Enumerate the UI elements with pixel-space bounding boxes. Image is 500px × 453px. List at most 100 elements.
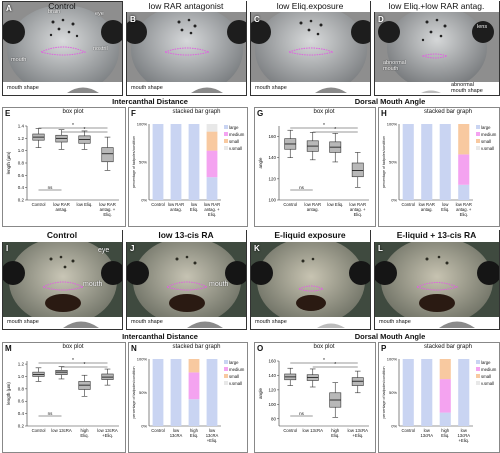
legend-swatch-2 xyxy=(476,139,480,143)
panel-l-photo: L mouth shape xyxy=(374,230,500,330)
x-tick-label: low RAR xyxy=(419,202,435,207)
x-tick-label: Control xyxy=(283,428,297,433)
x-tick-label: low xyxy=(461,428,468,433)
panel-d-photo: D lens abnormal mouth abnormal mouth sha… xyxy=(374,1,500,96)
y-tick-label: 1.2 xyxy=(18,362,25,367)
panel-b-photo: B mouth shape xyxy=(126,1,247,96)
panel-l-title: E-liquid + 13-cis RA xyxy=(374,230,499,242)
panel-letter: N xyxy=(131,344,137,353)
significance-star: * xyxy=(334,362,336,368)
legend-label: large xyxy=(481,360,491,365)
x-tick-label: low xyxy=(424,428,431,433)
x-tick-label: +Eliq. xyxy=(102,433,113,438)
legend-label: large xyxy=(229,360,239,365)
x-tick-label: high xyxy=(441,428,450,433)
x-tick-label: low xyxy=(442,202,449,207)
y-tick-label: 140 xyxy=(268,155,276,160)
legend-swatch-0 xyxy=(224,360,228,364)
legend-swatch-1 xyxy=(476,132,480,136)
chart-n: N stacked bar graph 100% 50% 0% percentage … xyxy=(128,342,248,453)
bar-large-2 xyxy=(439,412,451,426)
x-tick-label: antag. xyxy=(56,207,68,212)
panel-letter: D xyxy=(378,15,384,24)
annotation-eye: eye xyxy=(98,247,110,254)
panel-d-title: low Eliq.+low RAR antag. xyxy=(374,1,499,12)
y-tick-label: 140 xyxy=(268,373,276,378)
y-tick-label: 50% xyxy=(139,160,147,165)
box-plot-m: 1.2 1.0 0.8 0.6 0.4 0.2 length (µm) Control low … xyxy=(6,358,119,438)
annotation-brain: brain xyxy=(48,9,61,15)
section-title-mouth-angle: Dorsal Mouth Angle xyxy=(354,97,426,106)
y-tick-label: 0.6 xyxy=(18,173,25,178)
significance-star: * xyxy=(323,358,325,364)
x-tick-label: high xyxy=(80,428,89,433)
y-tick-label: 50% xyxy=(389,390,397,395)
chart-o: O box plot 160 140 120 100 80 angle Control low… xyxy=(254,342,376,453)
y-tick-label: 160 xyxy=(268,359,276,364)
y-axis-label: length (µm) xyxy=(6,151,11,174)
panel-c-title: low Eliq.exposure xyxy=(250,1,370,12)
mouth-shape-label: mouth shape xyxy=(255,85,287,91)
bar-large-1 xyxy=(170,359,182,426)
stacked-bar-f: 100% 50% 0% percentage of tadpoles/conditio… xyxy=(132,122,245,218)
annotation-mouth: mouth xyxy=(209,281,229,288)
x-tick-label: Eliq. xyxy=(190,433,198,438)
chart-f: F stacked bar graph 100% 50% 0% percentage … xyxy=(128,107,248,227)
legend-swatch-3 xyxy=(224,146,228,150)
legend-swatch-2 xyxy=(476,374,480,378)
mouth-shape-label: mouth shape xyxy=(7,319,39,325)
tadpole-c-drawing xyxy=(251,5,370,95)
y-tick-label: 0.2 xyxy=(18,424,25,429)
x-tick-label: 13cRA xyxy=(457,433,470,438)
stacked-bar-p: 100% 50% 0% percentage of tadpoles/conditio… xyxy=(382,357,497,444)
tadpole-d-drawing xyxy=(375,6,499,95)
x-tick-label: Eliq. xyxy=(331,433,339,438)
bar-small-3 xyxy=(458,124,470,155)
x-tick-label: Control xyxy=(402,202,416,207)
y-tick-label: 0.6 xyxy=(18,399,25,404)
chart-subtitle: stacked bar graph xyxy=(423,344,473,350)
annotation-nostril: nostril xyxy=(93,46,108,52)
legend-swatch-2 xyxy=(224,374,228,378)
legend-label: medium xyxy=(229,367,245,372)
panel-j-title: low 13-cis RA xyxy=(126,230,246,242)
x-tick-label: Control xyxy=(402,428,416,433)
panel-letter: H xyxy=(381,109,387,118)
y-tick-label: 1.0 xyxy=(18,148,25,153)
legend-label: large xyxy=(481,125,491,130)
ns-label: ns xyxy=(299,185,305,190)
x-tick-label: 13cRA xyxy=(206,433,219,438)
ns-label: ns xyxy=(48,411,54,416)
significance-star: * xyxy=(323,123,325,129)
bar-small-3 xyxy=(206,131,218,151)
y-tick-label: 0.8 xyxy=(18,161,25,166)
bar-medium-2 xyxy=(439,379,451,413)
legend-swatch-1 xyxy=(224,367,228,371)
tadpole-b-drawing xyxy=(127,5,246,95)
bar-small-2 xyxy=(188,359,200,373)
x-tick-label: antag. + xyxy=(456,207,472,212)
annotation-abnormal-mouth: abnormal mouth xyxy=(383,60,406,72)
legend-swatch-2 xyxy=(224,139,228,143)
chart-e: E box plot 1.4 1.2 1.0 0.8 0.6 0.4 0.2 length (… xyxy=(2,107,126,227)
panel-letter: B xyxy=(130,15,136,24)
stacked-bar-h: 100% 50% 0% percentage of tadpoles/conditio… xyxy=(382,122,497,218)
tadpole-a-drawing xyxy=(3,5,122,95)
bar-medium-2 xyxy=(188,372,200,400)
y-tick-label: 120 xyxy=(268,387,276,392)
panel-letter: P xyxy=(381,344,387,353)
significance-star: * xyxy=(84,362,86,368)
x-tick-label: 13cRA xyxy=(420,433,433,438)
significance-star: * xyxy=(72,358,74,364)
y-tick-label: 120 xyxy=(268,176,276,181)
y-tick-label: 0% xyxy=(391,198,397,203)
y-tick-label: 100% xyxy=(137,122,148,127)
section-title-intercanthal: Intercanthal Distance xyxy=(112,97,188,106)
y-axis-label: percentage of tadpoles/condition xyxy=(382,136,386,188)
x-tick-label: +Eliq. xyxy=(207,438,218,443)
y-tick-label: 100% xyxy=(137,357,148,362)
bar-large-2 xyxy=(188,399,200,426)
legend-label: v.small xyxy=(481,146,494,151)
x-tick-label: Eliq. xyxy=(441,433,449,438)
bar-vsmall-3 xyxy=(206,124,218,132)
